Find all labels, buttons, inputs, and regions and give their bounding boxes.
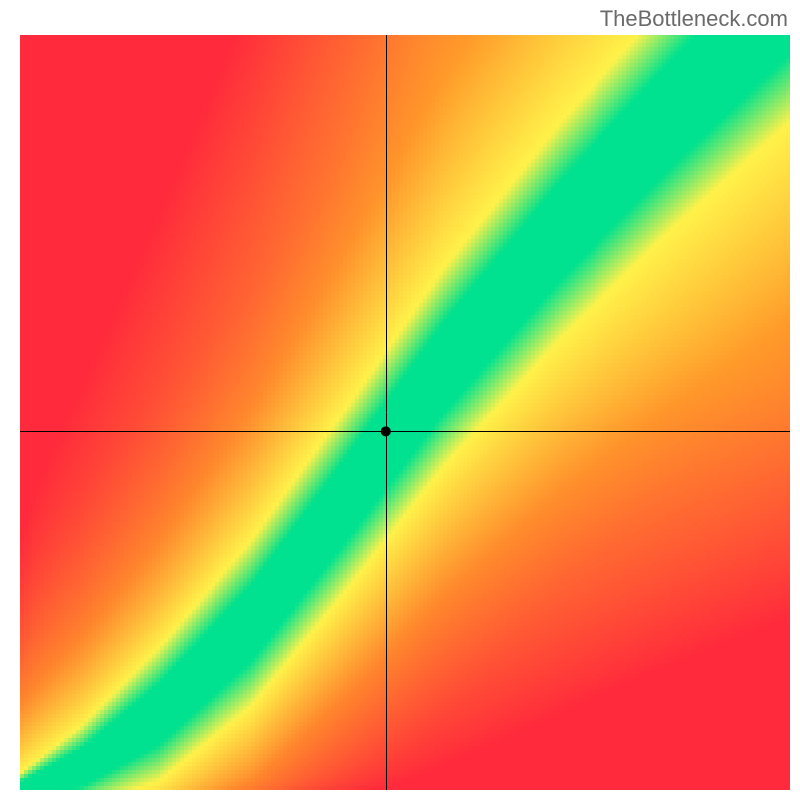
- chart-container: TheBottleneck.com: [0, 0, 800, 800]
- bottleneck-heatmap: [0, 0, 800, 800]
- watermark-text: TheBottleneck.com: [600, 6, 788, 32]
